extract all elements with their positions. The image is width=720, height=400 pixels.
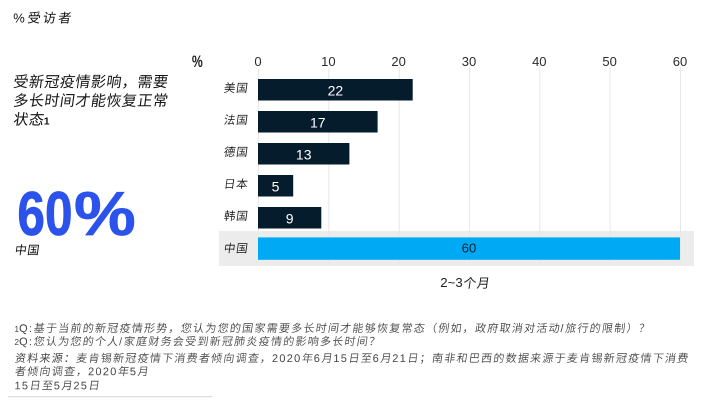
svg-text:1: 1: [44, 116, 50, 128]
svg-text:5: 5: [272, 178, 280, 194]
svg-text:20: 20: [391, 54, 405, 69]
svg-text:50: 50: [602, 54, 616, 69]
svg-text:1: 1: [15, 325, 20, 334]
svg-text:60: 60: [462, 241, 477, 256]
svg-text:17: 17: [310, 114, 326, 130]
svg-text:60: 60: [17, 179, 72, 249]
svg-text:40: 40: [532, 54, 546, 69]
svg-text:22: 22: [328, 82, 344, 98]
svg-text:0: 0: [254, 54, 261, 69]
svg-text:%: %: [192, 53, 203, 71]
svg-text:60: 60: [673, 54, 687, 69]
svg-text:%: %: [74, 179, 136, 249]
svg-text:9: 9: [286, 210, 294, 226]
svg-text:2: 2: [15, 338, 20, 347]
svg-text:2~3: 2~3: [440, 275, 462, 290]
svg-text:13: 13: [296, 146, 312, 162]
svg-text:10: 10: [321, 54, 335, 69]
svg-text:30: 30: [462, 54, 476, 69]
